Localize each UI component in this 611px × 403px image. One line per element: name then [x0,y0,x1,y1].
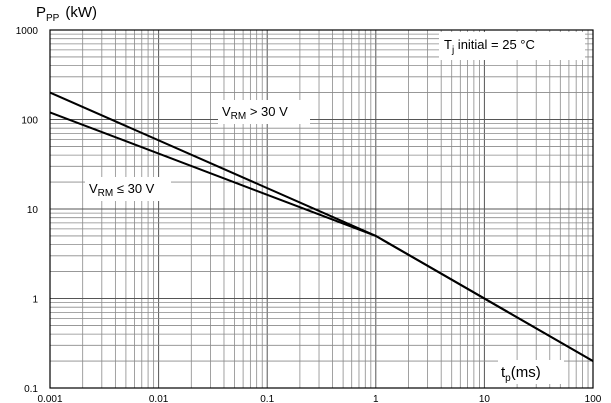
series-layer [49,91,594,362]
y-tick-label: 0.1 [24,384,38,395]
x-tick-label: 10 [479,394,491,403]
x-tick-label: 0.1 [260,394,274,403]
x-tick-label: 0.01 [149,394,169,403]
series-label-0: VRM > 30 V [222,104,288,122]
series-label-bg-1 [85,177,171,201]
series-label-1: VRM ≤ 30 V [89,181,155,199]
plot-frame [49,29,594,389]
x-tick-labels: 0.001 0.01 0.1 1 10 100 [37,394,601,403]
x-axis-title-bg [498,360,564,384]
x-tick-label: 0.001 [37,394,62,403]
x-tick-label: 1 [373,394,379,403]
y-tick-labels: 0.1 1 10 100 1000 [16,26,39,395]
y-tick-label: 1000 [16,26,39,37]
x-axis-title: tp(ms) [501,364,541,384]
annotation-box [439,32,585,60]
y-axis-title: PPP (kW) [36,4,97,24]
series-line-1 [49,111,594,362]
y-tick-label: 1 [32,295,38,306]
y-tick-label: 10 [27,205,39,216]
x-tick-label: 100 [585,394,602,403]
series-label-bg-0 [218,100,310,124]
y-tick-label: 100 [21,116,38,127]
annotation-text: Tj initial = 25 °C [444,37,535,56]
